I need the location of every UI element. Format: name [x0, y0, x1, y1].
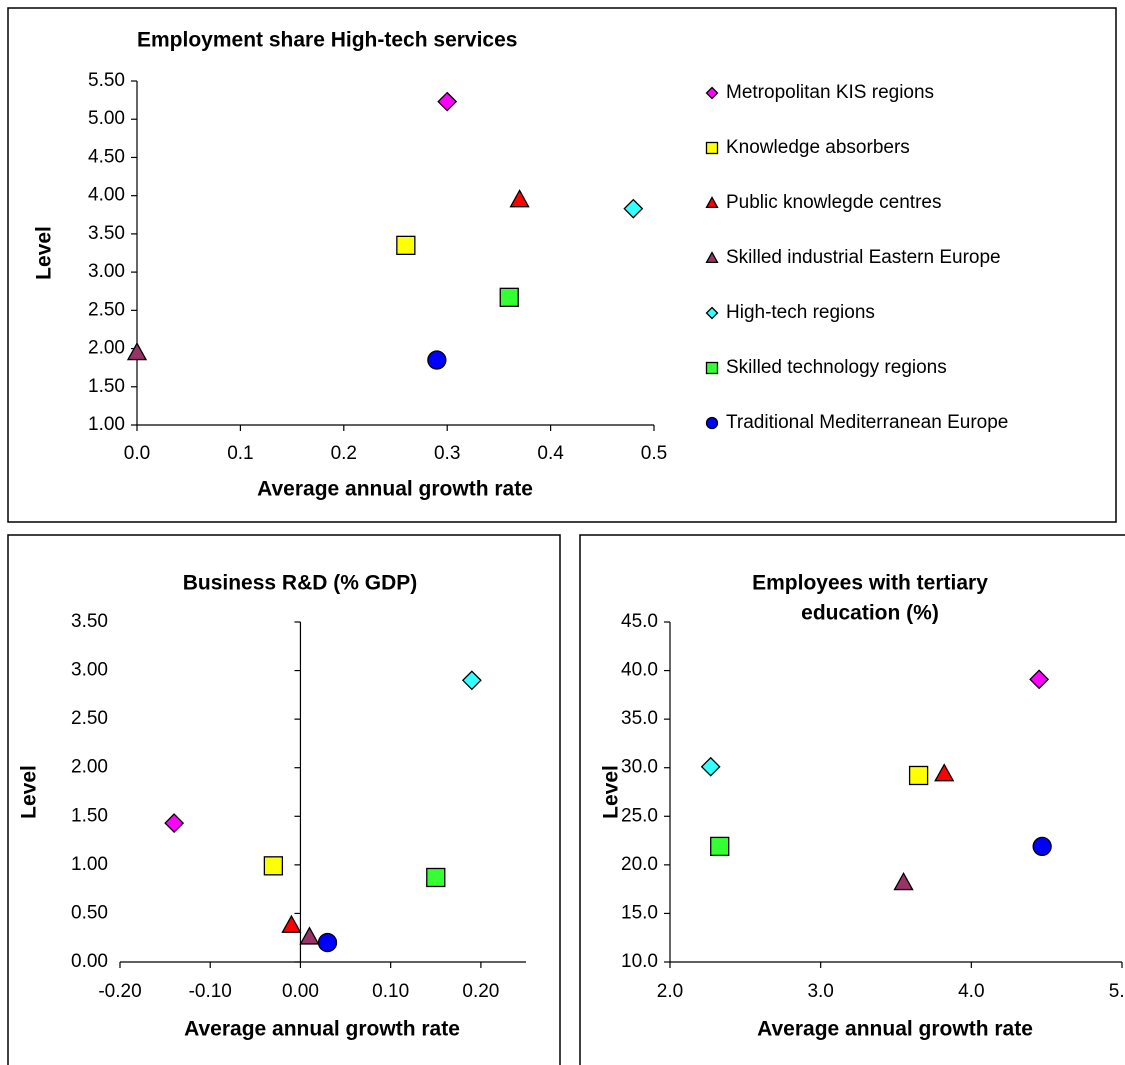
y-axis-title: Level	[33, 226, 56, 280]
chart-title: Employees with tertiary	[752, 572, 988, 595]
y-tick-label: 40.0	[621, 660, 658, 681]
chart-frame	[7, 7, 1117, 523]
legend-label: Skilled industrial Eastern Europe	[726, 247, 1001, 268]
y-tick-label: 1.50	[71, 805, 108, 826]
y-tick-label: 4.00	[88, 185, 125, 206]
chart-frame	[7, 534, 561, 1065]
x-tick-label: 0.2	[331, 443, 357, 464]
x-tick-label: -0.20	[98, 981, 141, 1002]
marker	[499, 287, 519, 307]
legend-marker	[705, 306, 719, 320]
y-tick-label: 3.50	[88, 223, 125, 244]
legend-label: High-tech regions	[726, 302, 875, 323]
marker	[281, 914, 302, 933]
legend-label: Traditional Mediterranean Europe	[726, 412, 1008, 433]
y-tick-label: 1.50	[88, 376, 125, 397]
chart-title: Employment share High-tech services	[137, 29, 517, 52]
y-axis-title: Level	[18, 765, 41, 819]
y-tick-label: 35.0	[621, 708, 658, 729]
y-tick-label: 0.00	[71, 951, 108, 972]
x-tick-label: 5.0	[1109, 981, 1125, 1002]
marker	[509, 189, 530, 208]
y-tick-label: 15.0	[621, 902, 658, 923]
marker	[1029, 669, 1050, 690]
x-tick-label: 0.20	[462, 981, 499, 1002]
legend-marker	[705, 251, 719, 264]
marker	[164, 813, 185, 834]
marker	[426, 867, 446, 888]
legend-label: Metropolitan KIS regions	[726, 82, 934, 103]
marker	[396, 235, 416, 256]
y-tick-label: 2.50	[88, 299, 125, 320]
x-axis-title: Average annual growth rate	[757, 1018, 1033, 1041]
y-tick-label: 2.00	[88, 338, 125, 359]
marker	[437, 91, 458, 112]
marker	[461, 670, 482, 691]
marker	[263, 856, 284, 876]
marker	[126, 342, 148, 361]
legend-marker	[705, 141, 719, 155]
marker	[934, 763, 955, 782]
y-tick-label: 1.00	[71, 854, 108, 875]
marker	[700, 756, 721, 777]
y-tick-label: 2.50	[71, 708, 108, 729]
legend-marker	[705, 416, 719, 430]
x-tick-label: 0.3	[434, 443, 460, 464]
x-axis-title: Average annual growth rate	[257, 478, 533, 501]
x-axis-title: Average annual growth rate	[184, 1018, 460, 1041]
y-axis-title: Level	[600, 765, 623, 819]
y-tick-label: 45.0	[621, 611, 658, 632]
y-tick-label: 2.00	[71, 757, 108, 778]
y-tick-label: 25.0	[621, 805, 658, 826]
y-tick-label: 5.00	[88, 108, 125, 129]
y-tick-label: 5.50	[88, 70, 125, 91]
chart-title: Business R&D (% GDP)	[183, 572, 418, 595]
y-tick-label: 10.0	[621, 951, 658, 972]
legend-marker	[705, 196, 719, 209]
y-tick-label: 0.50	[71, 902, 108, 923]
y-tick-label: 20.0	[621, 854, 658, 875]
marker	[317, 932, 338, 953]
y-tick-label: 30.0	[621, 757, 658, 778]
x-tick-label: 4.0	[958, 981, 984, 1002]
marker	[1032, 836, 1052, 857]
legend-label: Knowledge absorbers	[726, 137, 910, 158]
x-tick-label: 2.0	[657, 981, 683, 1002]
marker	[299, 926, 320, 945]
chart-frame	[579, 534, 1125, 1065]
x-tick-label: 0.0	[124, 443, 150, 464]
y-tick-label: 4.50	[88, 146, 125, 167]
x-tick-label: 0.10	[372, 981, 409, 1002]
y-tick-label: 3.00	[71, 660, 108, 681]
legend-marker	[705, 86, 719, 100]
legend-label: Skilled technology regions	[726, 357, 947, 378]
y-tick-label: 1.00	[88, 414, 125, 435]
chart-title: education (%)	[801, 602, 939, 625]
marker	[893, 872, 914, 891]
x-tick-label: -0.10	[189, 981, 232, 1002]
marker	[710, 836, 730, 857]
y-tick-label: 3.50	[71, 611, 108, 632]
legend-marker	[705, 361, 719, 375]
marker	[427, 350, 447, 370]
marker	[623, 198, 644, 219]
x-tick-label: 0.4	[537, 443, 564, 464]
x-tick-label: 0.00	[282, 981, 319, 1002]
marker	[908, 765, 929, 786]
x-tick-label: 0.1	[227, 443, 253, 464]
legend-label: Public knowlegde centres	[726, 192, 941, 213]
x-tick-label: 0.5	[641, 443, 667, 464]
y-tick-label: 3.00	[88, 261, 125, 282]
x-tick-label: 3.0	[807, 981, 833, 1002]
